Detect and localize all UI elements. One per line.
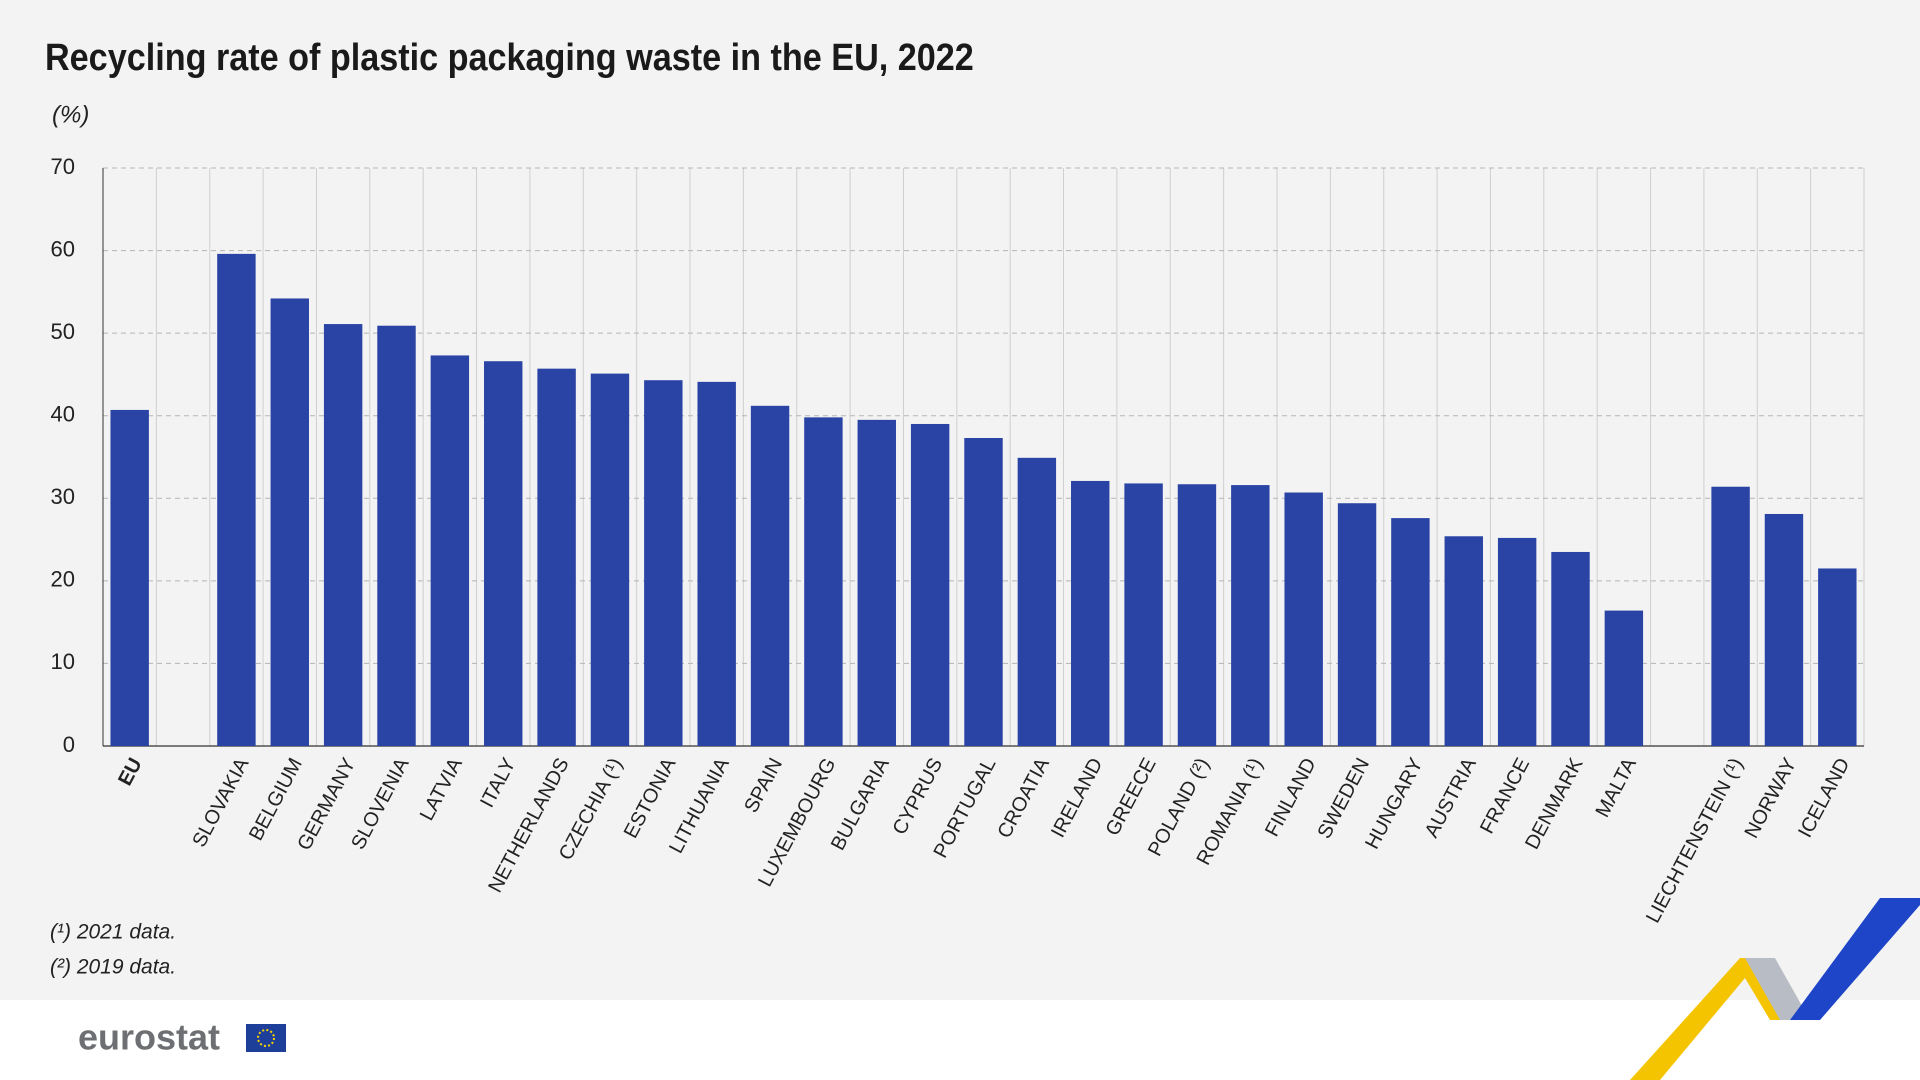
bar	[964, 438, 1003, 746]
x-tick-label: IRELAND	[1047, 754, 1107, 841]
decoration	[1790, 898, 1920, 1020]
bar	[804, 417, 843, 746]
footnote: (¹) 2021 data.	[50, 921, 176, 944]
bar	[1604, 610, 1644, 746]
bar	[1231, 485, 1270, 746]
bar	[1177, 484, 1217, 746]
bar	[1711, 486, 1750, 746]
bar	[217, 253, 256, 747]
y-tick-label: 60	[51, 236, 75, 261]
bar	[857, 419, 896, 746]
x-tick-label: CYPRUS	[889, 754, 948, 838]
bar	[590, 373, 630, 746]
bar	[110, 409, 149, 746]
x-tick-label: ICELAND	[1794, 754, 1854, 841]
bar	[1551, 551, 1590, 746]
bar	[270, 298, 309, 746]
bar	[697, 381, 736, 746]
bar	[1497, 537, 1537, 746]
y-tick-label: 40	[51, 402, 75, 427]
x-tick-label: CROATIA	[993, 754, 1054, 842]
x-tick-label: FRANCE	[1476, 754, 1534, 837]
x-tick-label: MALTA	[1592, 754, 1642, 821]
bar	[910, 423, 950, 746]
decoration	[1745, 958, 1810, 1020]
x-tick-label: SWEDEN	[1313, 754, 1374, 842]
x-tick-label: ITALY	[476, 754, 520, 811]
logo-text: eurostat	[78, 1017, 220, 1058]
x-tick-label: LATVIA	[416, 754, 467, 824]
eu-stars	[257, 1029, 275, 1047]
chart-subtitle: (%)	[52, 101, 89, 128]
bar	[1284, 492, 1323, 746]
footnote: (²) 2019 data.	[50, 956, 176, 979]
bar	[537, 368, 576, 746]
y-tick-label: 30	[51, 484, 75, 509]
bar	[1337, 503, 1377, 746]
y-tick-label: 0	[63, 732, 75, 757]
bar	[644, 380, 683, 746]
x-tick-label: NORWAY	[1741, 754, 1801, 842]
bar	[1818, 568, 1857, 746]
footer-band	[0, 1000, 1920, 1080]
bar	[1391, 518, 1430, 746]
y-tick-label: 50	[51, 319, 75, 344]
y-tick-label: 10	[51, 649, 75, 674]
chart-title: Recycling rate of plastic packaging wast…	[45, 35, 974, 78]
x-tick-label: AUSTRIA	[1421, 754, 1481, 841]
x-tick-label: SLOVAKIA	[188, 754, 253, 851]
x-tick-label: LIECHTENSTEIN (¹)	[1642, 754, 1747, 926]
bar	[1017, 457, 1057, 746]
x-tick-label: ESTONIA	[620, 754, 681, 842]
bar	[484, 361, 523, 746]
x-tick-label: GREECE	[1102, 754, 1161, 839]
decoration	[1630, 958, 1800, 1080]
x-tick-label: SPAIN	[740, 754, 787, 816]
bar	[1071, 480, 1110, 746]
bar	[1764, 513, 1804, 746]
bar	[1444, 536, 1483, 746]
x-tick-label: EU	[114, 754, 146, 789]
bar	[323, 324, 363, 746]
bar	[430, 355, 470, 746]
x-tick-label: BELGIUM	[245, 754, 307, 844]
bar	[750, 405, 790, 746]
y-tick-label: 20	[51, 567, 75, 592]
x-tick-label: FINLAND	[1261, 754, 1321, 840]
eu-flag	[246, 1024, 286, 1052]
bar	[377, 325, 416, 746]
bar	[1124, 483, 1163, 746]
y-tick-label: 70	[51, 154, 75, 179]
